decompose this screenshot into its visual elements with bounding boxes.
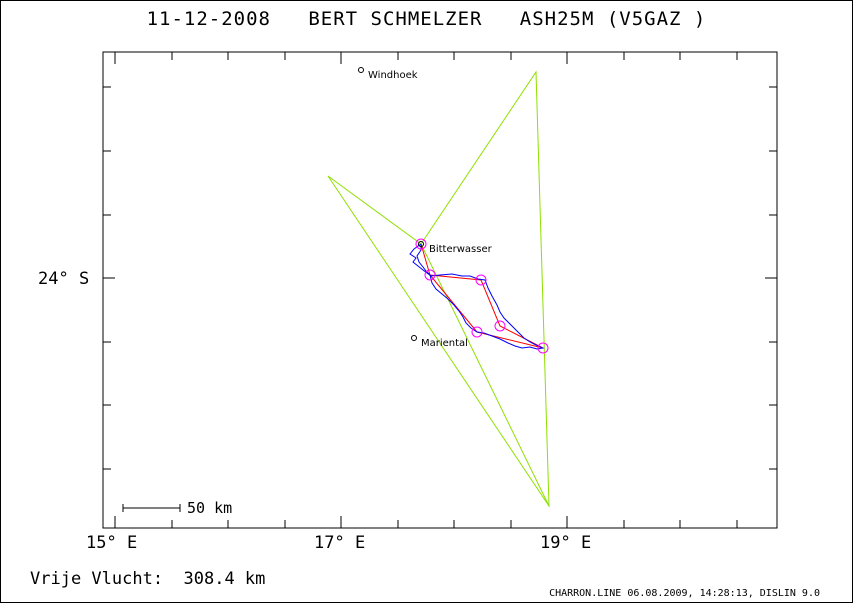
x-tick-17e: 17° E [314, 533, 366, 553]
turnpoints [415, 238, 549, 354]
x-axis-ticks [114, 52, 738, 528]
free-flight-distance: Vrije Vlucht: 308.4 km [30, 569, 266, 589]
turnpoint-5 [471, 326, 483, 338]
town-marker-mariental [411, 335, 417, 341]
turnpoint-3 [494, 320, 506, 332]
town-marker-bitterwasser [418, 241, 424, 247]
plot-border [102, 51, 778, 529]
sector-inner-line [420, 243, 550, 507]
plot-credit: CHARRON.LINE 06.08.2009, 14:28:13, DISLI… [549, 588, 820, 599]
scale-bar-label: 50 km [187, 499, 233, 517]
town-marker-windhoek [358, 67, 364, 73]
turnpoint-start [415, 238, 427, 250]
scale-bar [122, 504, 181, 512]
y-axis-ticks [103, 86, 777, 470]
town-label-mariental: Mariental [421, 338, 468, 349]
turnpoint-4 [537, 342, 549, 354]
town-label-windhoek: Windhoek [368, 70, 418, 81]
flight-title: 11-12-2008 BERT SCHMELZER ASH25M (V5GAZ … [146, 8, 707, 30]
sector-outline [327, 70, 550, 508]
gps-track [409, 243, 545, 350]
x-tick-15e: 15° E [86, 533, 138, 553]
turnpoint-1 [424, 269, 436, 281]
x-tick-19e: 19° E [540, 533, 592, 553]
y-tick-24s: 24° S [38, 269, 90, 289]
town-label-bitterwasser: Bitterwasser [429, 244, 493, 255]
observation-sectors [327, 70, 550, 508]
turnpoint-2 [475, 274, 487, 286]
